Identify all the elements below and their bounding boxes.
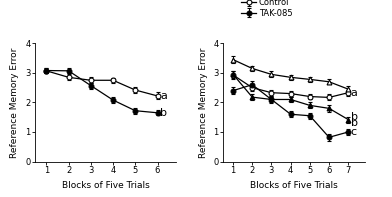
X-axis label: Blocks of Five Trials: Blocks of Five Trials (250, 181, 338, 190)
Text: a: a (160, 91, 167, 101)
Text: b: b (350, 118, 358, 128)
Text: a: a (350, 88, 358, 98)
Legend: Control, TAK-085: Control, TAK-085 (241, 0, 292, 18)
Y-axis label: Reference Memory Error: Reference Memory Error (11, 47, 20, 158)
Text: b: b (160, 108, 167, 118)
Y-axis label: Reference Memory Error: Reference Memory Error (199, 47, 208, 158)
X-axis label: Blocks of Five Trials: Blocks of Five Trials (62, 181, 150, 190)
Text: b: b (350, 112, 358, 122)
Text: c: c (350, 127, 357, 137)
